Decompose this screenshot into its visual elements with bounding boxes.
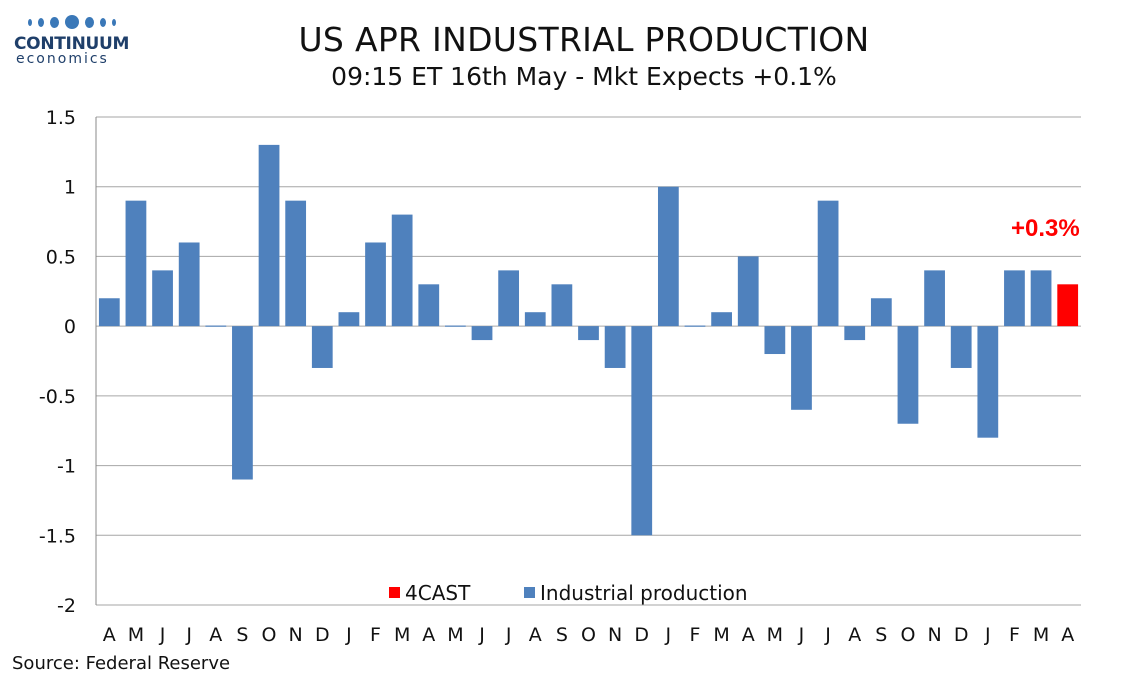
y-tick-label: 1.5 — [46, 107, 76, 129]
bar — [817, 200, 839, 327]
x-tick-label: N — [927, 624, 941, 646]
bar — [445, 325, 466, 327]
source-note: Source: Federal Reserve — [12, 653, 231, 674]
forecast-annotation: +0.3% — [1011, 215, 1080, 242]
x-tick-label: N — [608, 624, 622, 646]
x-tick-label: O — [581, 624, 596, 646]
bar — [98, 298, 120, 327]
x-tick-label: M — [767, 624, 783, 646]
x-tick-label: S — [875, 624, 887, 646]
bar — [285, 200, 307, 327]
bar — [657, 186, 679, 327]
x-tick-label: D — [634, 624, 649, 646]
bar — [977, 326, 999, 438]
bar — [311, 326, 333, 368]
legend-label: Industrial production — [540, 581, 748, 605]
y-tick-label: 0.5 — [46, 246, 76, 268]
x-tick-label: S — [236, 624, 248, 646]
x-tick-label: D — [315, 624, 330, 646]
x-tick-label: A — [103, 624, 116, 646]
logo-subtitle: economics — [16, 51, 109, 67]
x-tick-label: O — [900, 624, 915, 646]
x-tick-label: F — [370, 624, 381, 646]
logo-dots-icon — [14, 12, 134, 32]
x-tick-label: J — [185, 624, 192, 646]
bar — [870, 298, 892, 327]
x-tick-label: J — [984, 624, 991, 646]
bar — [631, 326, 653, 536]
x-tick-label: J — [478, 624, 485, 646]
bar — [684, 325, 706, 327]
bar — [1030, 270, 1052, 327]
y-tick-label: -0.5 — [39, 386, 76, 408]
bar — [897, 326, 919, 424]
x-tick-label: M — [394, 624, 410, 646]
bar — [418, 284, 440, 327]
x-tick-label: A — [529, 624, 542, 646]
x-tick-label: J — [505, 624, 512, 646]
bar — [924, 270, 945, 327]
logo-wordmark: CONTINUUM — [14, 34, 130, 54]
bar — [258, 144, 280, 327]
bar — [844, 326, 866, 341]
x-tick-label: J — [798, 624, 805, 646]
y-tick-label: -1.5 — [39, 525, 76, 547]
logo: CONTINUUM economics — [14, 12, 134, 67]
bar — [711, 312, 732, 327]
x-tick-label: A — [209, 624, 222, 646]
y-tick-label: 0 — [64, 316, 76, 338]
bar — [737, 256, 759, 327]
x-tick-label: D — [954, 624, 969, 646]
bar — [152, 270, 173, 327]
bar — [764, 326, 786, 355]
y-tick-label: 1 — [64, 177, 76, 199]
bar — [551, 284, 573, 327]
x-tick-label: J — [665, 624, 672, 646]
bar — [604, 326, 626, 368]
bar — [125, 200, 147, 327]
bar — [524, 312, 546, 327]
legend-swatch — [389, 587, 400, 598]
bar — [365, 242, 386, 327]
bar — [1004, 270, 1025, 327]
x-tick-label: A — [422, 624, 435, 646]
bar — [338, 312, 360, 327]
bar — [791, 326, 812, 410]
bar — [498, 270, 520, 327]
bar — [950, 326, 972, 368]
x-tick-label: F — [690, 624, 701, 646]
chart-subtitle: 09:15 ET 16th May - Mkt Expects +0.1% — [331, 62, 837, 91]
x-tick-label: J — [345, 624, 352, 646]
bar — [578, 326, 599, 341]
x-tick-label: M — [1033, 624, 1049, 646]
x-tick-label: M — [447, 624, 463, 646]
bar — [391, 214, 413, 327]
x-tick-label: M — [713, 624, 729, 646]
x-tick-label: A — [1061, 624, 1074, 646]
forecast-bar — [1057, 284, 1079, 327]
x-tick-label: S — [556, 624, 568, 646]
x-tick-label: A — [848, 624, 861, 646]
x-tick-label: J — [824, 624, 831, 646]
x-tick-label: N — [289, 624, 303, 646]
y-tick-label: -2 — [57, 595, 76, 617]
bar — [471, 326, 493, 341]
bar — [178, 242, 200, 327]
x-tick-label: M — [128, 624, 144, 646]
legend-swatch — [524, 587, 535, 598]
y-tick-label: -1 — [57, 456, 76, 478]
chart-title: US APR INDUSTRIAL PRODUCTION — [298, 20, 870, 59]
x-tick-label: A — [742, 624, 755, 646]
x-tick-label: F — [1009, 624, 1020, 646]
legend-label: 4CAST — [405, 581, 471, 605]
x-tick-label: J — [159, 624, 166, 646]
bar — [205, 325, 227, 327]
x-tick-label: O — [262, 624, 277, 646]
bar — [232, 326, 253, 480]
